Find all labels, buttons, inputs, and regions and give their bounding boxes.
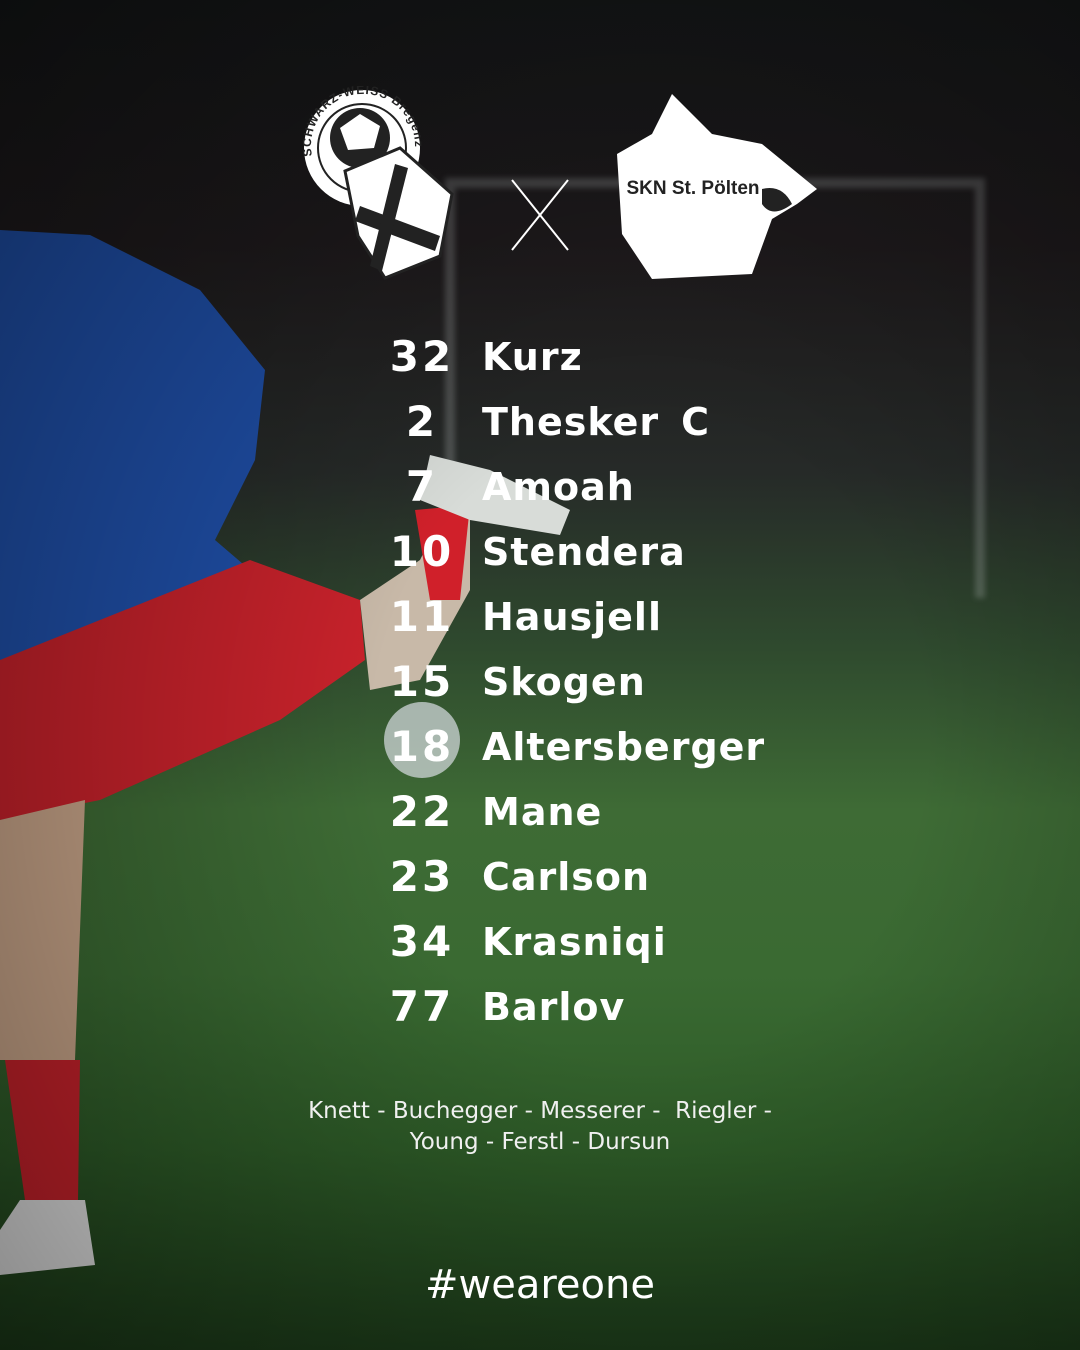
player-row: 22 Mane xyxy=(380,779,765,844)
player-name: Amoah xyxy=(482,464,635,509)
player-name: Krasniqi xyxy=(482,919,667,964)
player-row: 15 Skogen xyxy=(380,649,765,714)
starting-lineup: 32 Kurz 2 Thesker C 7 Amoah 10 Stendera 11 Hau… xyxy=(380,324,765,1039)
home-club-logo: SCHWARZ-WEISS Bregenz xyxy=(300,86,454,280)
player-row: 2 Thesker C xyxy=(380,389,765,454)
away-club-logo-text: SKN St. Pölten xyxy=(626,178,760,199)
player-name: Barlov xyxy=(482,984,626,1029)
hashtag: #weareone xyxy=(425,1262,655,1308)
player-row: 10 Stendera xyxy=(380,519,765,584)
player-number: 32 xyxy=(389,332,455,381)
substitutes-line-1: Knett - Buchegger - Messerer - Riegler - xyxy=(308,1098,772,1124)
player-number: 22 xyxy=(389,787,455,836)
player-number: 2 xyxy=(405,397,439,446)
player-number: 11 xyxy=(389,592,455,641)
away-club-logo xyxy=(617,94,817,279)
player-row: 23 Carlson xyxy=(380,844,765,909)
player-name: Kurz xyxy=(482,334,583,379)
player-photo xyxy=(0,230,570,1275)
match-logos: SCHWARZ-WEISS Bregenz SKN St. Pölten xyxy=(300,86,820,286)
player-number: 23 xyxy=(389,852,455,901)
player-name: Carlson xyxy=(482,854,651,899)
player-number: 7 xyxy=(405,462,439,511)
substitutes: Knett - Buchegger - Messerer - Riegler -… xyxy=(290,1096,790,1158)
player-name: Skogen xyxy=(482,659,646,704)
player-row: 77 Barlov xyxy=(380,974,765,1039)
player-row: 34 Krasniqi xyxy=(380,909,765,974)
captain-badge: C xyxy=(681,399,710,444)
player-number: 18 xyxy=(389,722,455,771)
player-name: Mane xyxy=(482,789,603,834)
player-name: Hausjell xyxy=(482,594,662,639)
versus-x-icon xyxy=(511,179,569,251)
player-row: 32 Kurz xyxy=(380,324,765,389)
player-name: Thesker xyxy=(482,399,660,444)
player-row: 18 Altersberger xyxy=(380,714,765,779)
player-number: 77 xyxy=(389,982,455,1031)
substitutes-line-2: Young - Ferstl - Dursun xyxy=(409,1129,671,1155)
player-number: 34 xyxy=(389,917,455,966)
player-name: Stendera xyxy=(482,529,686,574)
player-number: 15 xyxy=(389,657,455,706)
player-number: 10 xyxy=(389,527,455,576)
player-name: Altersberger xyxy=(482,724,766,769)
player-row: 7 Amoah xyxy=(380,454,765,519)
player-row: 11 Hausjell xyxy=(380,584,765,649)
